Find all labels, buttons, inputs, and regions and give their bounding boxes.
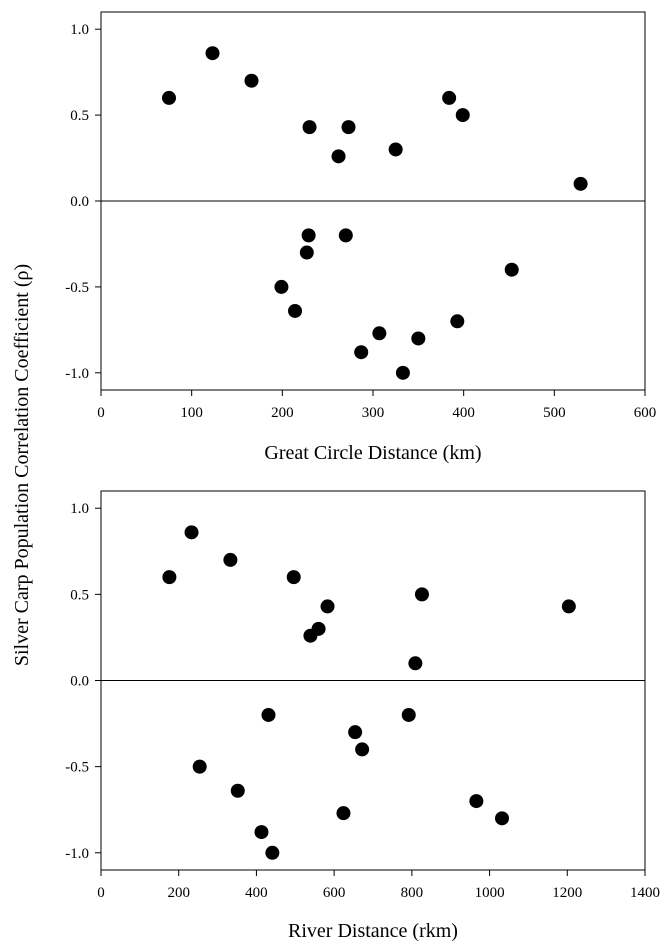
y-tick-label: 0.0 xyxy=(70,674,89,690)
data-point xyxy=(561,599,576,614)
data-point xyxy=(414,587,429,602)
data-point xyxy=(261,707,276,722)
data-point xyxy=(338,228,353,243)
data-point xyxy=(286,570,301,585)
data-point xyxy=(442,90,457,105)
data-point xyxy=(162,570,177,585)
x-tick-label: 1000 xyxy=(475,885,505,901)
x-tick-label: 600 xyxy=(323,885,346,901)
data-point xyxy=(302,120,317,135)
chart-great-circle-distance: 1.0 0.5 0.0 -0.5 -1.0 0 100 200 300 400 500 600 Grea… xyxy=(65,11,657,464)
x-tick-label: 200 xyxy=(167,885,190,901)
data-point xyxy=(254,825,269,840)
data-point xyxy=(162,90,176,105)
data-point xyxy=(336,806,351,821)
x-tick-label: 800 xyxy=(401,885,424,901)
x-tick-label: 1400 xyxy=(630,885,660,901)
y-tick-label: 1.0 xyxy=(70,22,89,38)
data-point xyxy=(184,525,199,540)
x-tick-label: 100 xyxy=(180,405,203,421)
data-point xyxy=(223,552,238,567)
data-point xyxy=(301,228,316,243)
x-tick-label: 1200 xyxy=(552,885,582,901)
data-point xyxy=(411,331,426,346)
chart-river-distance: 1.0 0.5 0.0 -0.5 -1.0 0 200 400 600 800 1000 1200 14… xyxy=(65,490,660,942)
x-tick-label: 400 xyxy=(245,885,268,901)
data-point xyxy=(299,245,314,260)
y-tick-label: -0.5 xyxy=(65,280,89,296)
y-axis-title: Silver Carp Population Correlation Coeff… xyxy=(11,264,33,666)
data-point xyxy=(265,845,280,860)
x-tick-label: 0 xyxy=(97,885,105,901)
data-point xyxy=(205,46,220,61)
x-tick-label: 400 xyxy=(452,405,475,421)
data-point xyxy=(230,783,245,798)
y-tick-label: 0.5 xyxy=(70,587,89,603)
data-point xyxy=(469,794,484,809)
data-point xyxy=(401,707,416,722)
data-point xyxy=(408,656,423,671)
data-point xyxy=(354,345,369,360)
data-point xyxy=(573,176,588,191)
data-point xyxy=(504,262,519,277)
data-point xyxy=(395,365,410,380)
x-tick-label: 500 xyxy=(543,405,566,421)
data-point xyxy=(274,279,289,294)
data-point xyxy=(331,149,346,164)
data-point xyxy=(288,303,303,318)
y-tick-label: -1.0 xyxy=(65,846,89,862)
x-tick-label: 300 xyxy=(362,405,385,421)
data-point xyxy=(388,142,403,157)
y-tick-label: -0.5 xyxy=(65,760,89,776)
data-point xyxy=(320,599,335,614)
y-tick-label: 0.0 xyxy=(70,194,89,210)
data-point xyxy=(495,811,510,826)
data-point xyxy=(192,759,207,774)
y-tick-label: 0.5 xyxy=(70,108,89,124)
data-point xyxy=(341,120,356,135)
data-point xyxy=(348,725,363,740)
x-axis-title: River Distance (rkm) xyxy=(288,920,458,942)
x-tick-label: 200 xyxy=(271,405,294,421)
x-tick-label: 0 xyxy=(97,405,105,421)
data-point xyxy=(372,326,387,341)
data-point xyxy=(303,628,318,643)
data-point xyxy=(450,314,465,329)
x-tick-label: 600 xyxy=(634,405,657,421)
y-tick-label: 1.0 xyxy=(70,501,89,517)
data-point xyxy=(455,108,470,123)
data-point xyxy=(355,742,370,757)
y-tick-label: -1.0 xyxy=(65,366,89,382)
data-point xyxy=(244,73,259,88)
x-axis-title: Great Circle Distance (km) xyxy=(264,442,481,464)
